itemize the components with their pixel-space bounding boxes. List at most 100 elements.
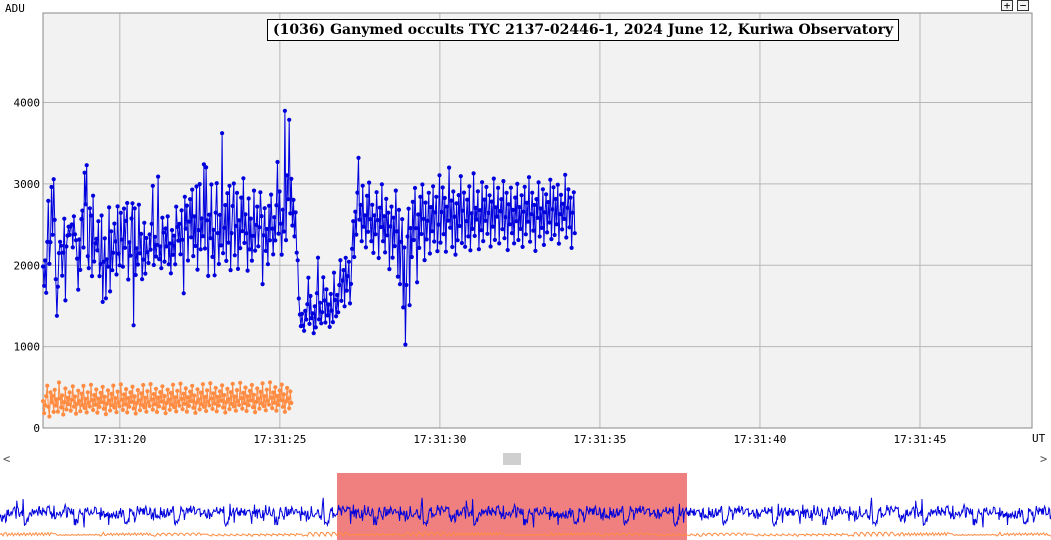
data-point bbox=[85, 390, 90, 395]
data-point bbox=[46, 198, 51, 203]
data-point bbox=[103, 296, 108, 301]
data-point bbox=[490, 224, 495, 229]
data-point bbox=[102, 236, 107, 241]
data-point bbox=[189, 399, 194, 404]
data-point bbox=[143, 395, 148, 400]
data-point bbox=[282, 409, 287, 414]
x-tick-label: 17:31:30 bbox=[413, 433, 466, 446]
data-point bbox=[111, 250, 116, 255]
data-point bbox=[260, 381, 265, 386]
data-point bbox=[172, 405, 177, 410]
data-point bbox=[270, 226, 275, 231]
data-point bbox=[121, 206, 127, 211]
data-point bbox=[213, 385, 218, 391]
data-point bbox=[344, 288, 349, 293]
data-point bbox=[114, 272, 119, 277]
data-point bbox=[472, 233, 477, 238]
data-point bbox=[391, 215, 396, 220]
data-point bbox=[470, 226, 475, 231]
data-point bbox=[149, 397, 154, 402]
data-point bbox=[354, 232, 359, 237]
data-point bbox=[420, 182, 425, 187]
data-point bbox=[104, 257, 109, 262]
data-point bbox=[66, 402, 71, 407]
data-point bbox=[46, 404, 51, 409]
data-point bbox=[326, 302, 331, 307]
data-point bbox=[322, 298, 327, 303]
data-point bbox=[267, 380, 273, 385]
data-point bbox=[136, 202, 141, 207]
data-point bbox=[463, 244, 468, 249]
data-point bbox=[196, 397, 201, 402]
data-point bbox=[468, 248, 473, 253]
zoom-in-button[interactable]: + bbox=[1001, 0, 1013, 11]
data-point bbox=[401, 305, 406, 310]
data-point bbox=[126, 277, 131, 282]
overview-selection-window[interactable] bbox=[337, 473, 687, 540]
data-point bbox=[60, 273, 65, 278]
data-point bbox=[337, 282, 342, 288]
data-point bbox=[277, 189, 282, 194]
data-point bbox=[555, 182, 560, 187]
data-point bbox=[402, 245, 407, 250]
data-point bbox=[112, 405, 117, 410]
data-point bbox=[282, 108, 287, 113]
scroll-left-arrow-icon[interactable]: < bbox=[3, 452, 11, 466]
data-point bbox=[379, 182, 384, 187]
data-point bbox=[285, 385, 290, 391]
data-point bbox=[263, 248, 268, 253]
data-point bbox=[448, 225, 453, 230]
zoom-out-button[interactable]: − bbox=[1017, 0, 1029, 11]
overview-navigator[interactable] bbox=[0, 468, 1051, 540]
data-point bbox=[314, 291, 319, 296]
data-point bbox=[437, 173, 442, 178]
data-point bbox=[455, 238, 460, 243]
scroll-thumb[interactable] bbox=[503, 453, 521, 465]
data-point bbox=[134, 401, 139, 406]
data-point bbox=[148, 247, 153, 252]
data-point bbox=[69, 222, 74, 227]
data-point bbox=[161, 230, 166, 235]
data-point bbox=[201, 162, 206, 167]
data-point bbox=[325, 313, 330, 318]
data-point bbox=[196, 228, 201, 233]
data-point bbox=[261, 233, 266, 238]
data-point bbox=[254, 222, 259, 228]
data-point bbox=[189, 235, 194, 240]
data-point bbox=[509, 231, 515, 236]
data-point bbox=[396, 207, 402, 212]
data-point bbox=[240, 406, 245, 411]
data-point bbox=[571, 190, 576, 195]
data-point bbox=[482, 197, 487, 202]
data-point bbox=[480, 180, 485, 185]
data-point bbox=[494, 214, 500, 219]
data-point bbox=[245, 394, 250, 399]
data-point bbox=[348, 281, 354, 286]
data-point bbox=[125, 410, 130, 415]
data-point bbox=[370, 202, 375, 207]
data-point bbox=[418, 194, 423, 199]
data-point bbox=[288, 389, 293, 394]
data-point bbox=[194, 400, 199, 405]
data-point bbox=[545, 230, 550, 235]
x-tick-label: 17:31:25 bbox=[253, 433, 306, 446]
data-point bbox=[572, 231, 577, 236]
data-point bbox=[409, 254, 414, 260]
data-point bbox=[84, 410, 89, 415]
data-point bbox=[218, 398, 224, 403]
data-point bbox=[542, 210, 548, 215]
data-point bbox=[202, 246, 208, 251]
scroll-right-arrow-icon[interactable]: > bbox=[1040, 452, 1048, 466]
data-point bbox=[266, 203, 272, 208]
data-point bbox=[521, 209, 526, 214]
data-point bbox=[253, 248, 258, 253]
data-point bbox=[403, 342, 408, 347]
horizontal-scrollbar[interactable]: < > bbox=[0, 452, 1051, 466]
data-point bbox=[458, 174, 463, 179]
data-point bbox=[214, 409, 219, 414]
data-point bbox=[529, 212, 534, 217]
data-point bbox=[254, 399, 259, 404]
data-point bbox=[230, 203, 235, 209]
series-layer bbox=[40, 108, 577, 419]
data-point bbox=[92, 392, 97, 398]
